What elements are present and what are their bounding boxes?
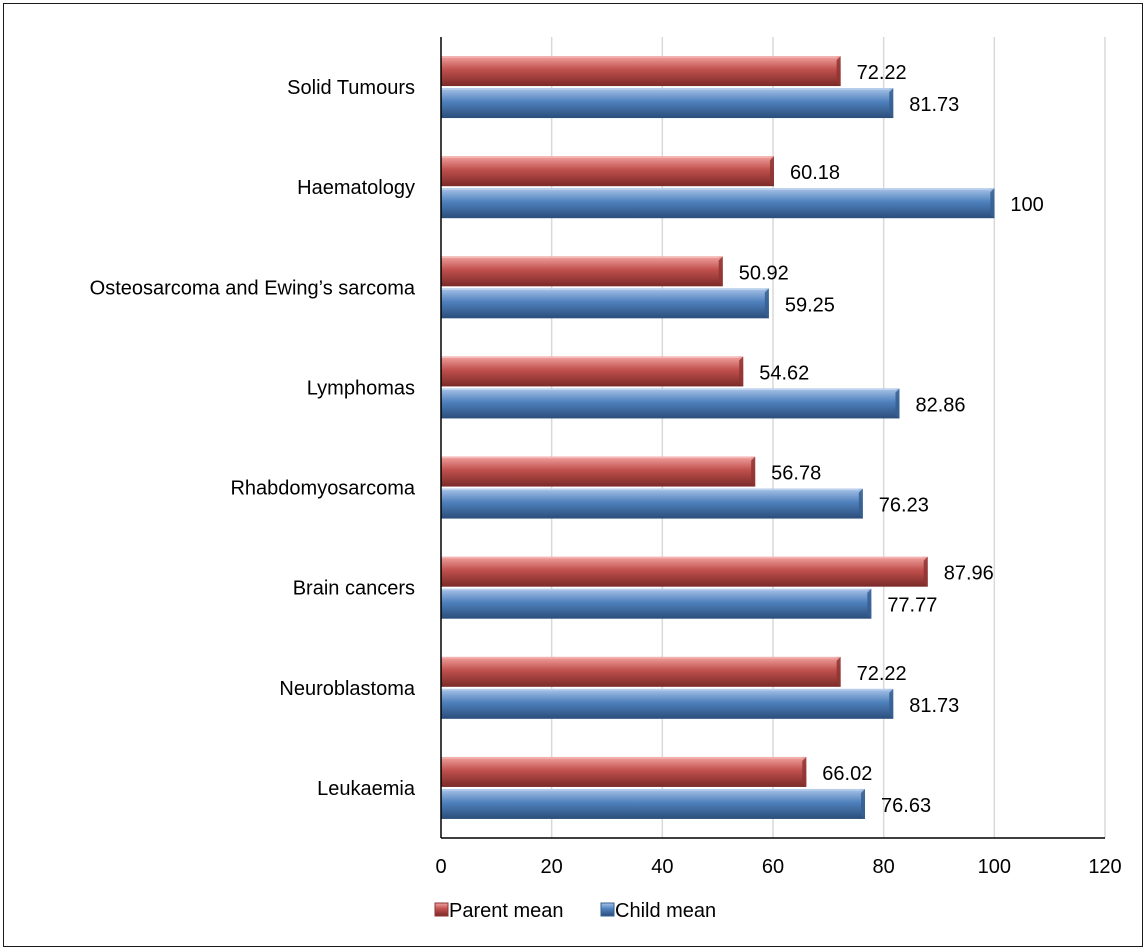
- bar-end-bevel: [889, 688, 894, 719]
- bar-end-bevel: [867, 588, 872, 619]
- data-label: 82.86: [915, 394, 965, 416]
- data-label: 81.73: [909, 94, 959, 116]
- bar-end-bevel: [990, 188, 995, 219]
- category-label: Haematology: [297, 177, 415, 199]
- category-labels: Leukaemia Neuroblastoma Brain cancers Rhabd…: [90, 77, 416, 800]
- bar-child: [441, 788, 866, 819]
- data-label: 54.62: [759, 362, 809, 384]
- bar-end-bevel: [739, 356, 744, 387]
- bar-end-bevel: [802, 756, 807, 787]
- bar-end-bevel: [836, 656, 841, 687]
- legend-swatch-parent: [434, 902, 449, 917]
- category-label: Leukaemia: [317, 778, 416, 800]
- category-label: Solid Tumours: [287, 77, 415, 99]
- data-label: 59.25: [785, 294, 835, 316]
- category-label: Brain cancers: [293, 578, 415, 600]
- legend-label: Child mean: [615, 900, 716, 922]
- data-label: 56.78: [771, 463, 821, 485]
- data-label: 72.22: [857, 663, 907, 685]
- bar-parent: [441, 156, 774, 187]
- bar-child: [441, 188, 995, 219]
- bar-parent: [441, 356, 744, 387]
- bar-end-bevel: [836, 56, 841, 87]
- x-tick-label: 20: [541, 856, 563, 878]
- bar-end-bevel: [764, 288, 769, 319]
- x-tick-label: 80: [873, 856, 895, 878]
- data-label: 87.96: [944, 563, 994, 585]
- data-label: 66.02: [822, 763, 872, 785]
- category-label: Rhabdomyosarcoma: [230, 478, 415, 500]
- bar-child: [441, 288, 769, 319]
- bar-parent: [441, 256, 723, 287]
- axes: 0 20 40 60 80 100 120: [435, 37, 1122, 878]
- bar-child: [441, 588, 872, 619]
- data-label: 76.23: [879, 495, 929, 517]
- bar-end-bevel: [751, 456, 756, 487]
- category-label: Neuroblastoma: [279, 678, 416, 700]
- data-labels: 66.0276.6372.2281.7387.9677.7756.7876.23…: [739, 62, 1044, 817]
- data-label: 50.92: [739, 262, 789, 284]
- legend-label: Parent mean: [449, 900, 564, 922]
- x-tick-label: 40: [651, 856, 673, 878]
- x-tick-label: 60: [762, 856, 784, 878]
- bar-child: [441, 488, 863, 519]
- legend-swatch-child: [600, 902, 615, 917]
- x-tick-label: 120: [1088, 856, 1121, 878]
- bar-child: [441, 688, 894, 719]
- data-label: 60.18: [790, 162, 840, 184]
- data-label: 76.63: [881, 795, 931, 817]
- data-label: 81.73: [909, 695, 959, 717]
- category-label: Osteosarcoma and Ewing’s sarcoma: [90, 277, 416, 299]
- bar-end-bevel: [889, 88, 894, 119]
- bar-end-bevel: [718, 256, 723, 287]
- category-label: Lymphomas: [307, 377, 415, 399]
- bar-parent: [441, 756, 807, 787]
- x-tick-label: 100: [978, 856, 1011, 878]
- bar-parent: [441, 456, 756, 487]
- bar-parent: [441, 56, 841, 87]
- bar-child: [441, 88, 894, 119]
- data-label: 100: [1010, 194, 1043, 216]
- data-label: 72.22: [857, 62, 907, 84]
- bar-end-bevel: [861, 788, 866, 819]
- bar-end-bevel: [858, 488, 863, 519]
- bars: [441, 56, 995, 819]
- bar-end-bevel: [895, 388, 900, 419]
- bar-parent: [441, 656, 841, 687]
- bar-child: [441, 388, 900, 419]
- legend: Parent mean Child mean: [434, 900, 716, 922]
- x-tick-label: 0: [435, 856, 446, 878]
- bar-parent: [441, 556, 928, 587]
- data-label: 77.77: [887, 595, 937, 617]
- bar-end-bevel: [923, 556, 928, 587]
- bar-end-bevel: [769, 156, 774, 187]
